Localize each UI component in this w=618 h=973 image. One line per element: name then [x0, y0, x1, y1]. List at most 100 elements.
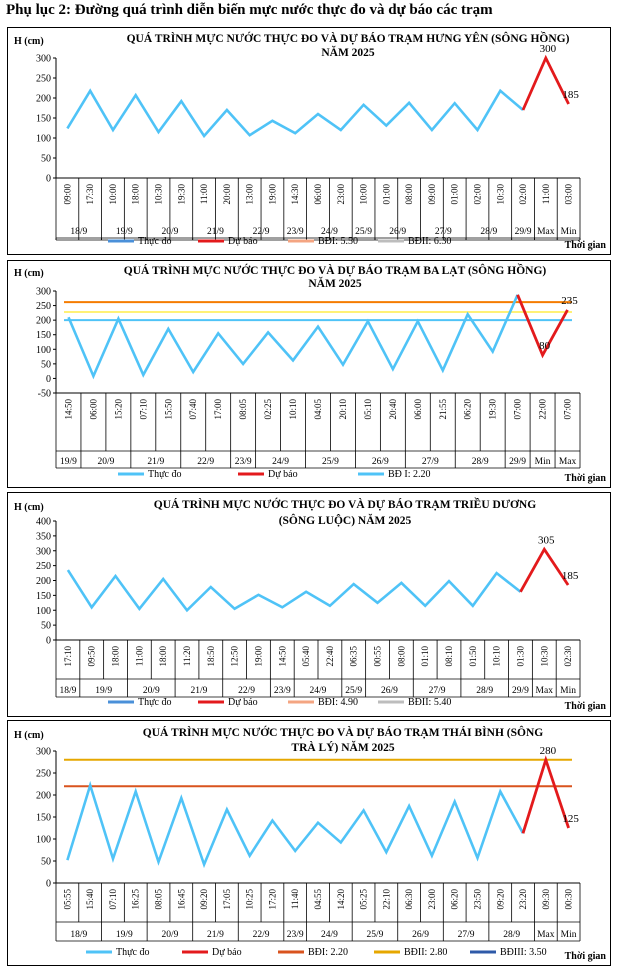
x-tick-label: 17:20 — [267, 889, 277, 910]
legend-label: Dự báo — [228, 697, 258, 708]
page-heading: Phụ lục 2: Đường quá trình diễn biến mực… — [6, 2, 493, 18]
x-tick-label: 06:20 — [463, 399, 473, 420]
x-tick-label: 00:30 — [564, 889, 574, 910]
day-label: Min — [561, 930, 577, 940]
x-tick-label: 10:30 — [539, 646, 549, 667]
y-tick-label: 250 — [36, 301, 51, 312]
y-axis-label: H (cm) — [14, 502, 44, 513]
y-tick-label: 0 — [46, 374, 51, 385]
x-tick-label: 20:00 — [222, 184, 232, 205]
day-label: 20/9 — [161, 930, 178, 940]
chart-hung-yen: QUÁ TRÌNH MỰC NƯỚC THỰC ĐO VÀ DỰ BÁO TRẠ… — [14, 30, 607, 251]
legend-label: BĐI: 2.20 — [308, 947, 348, 958]
data-label: 185 — [562, 570, 579, 582]
data-label: 125 — [562, 813, 579, 825]
day-label: 24/9 — [272, 457, 289, 467]
forecast-series-line — [521, 54, 570, 111]
y-tick-label: 50 — [41, 621, 51, 632]
x-tick-label: 07:40 — [188, 399, 198, 420]
day-label: 19/9 — [60, 457, 77, 467]
x-tick-label: 22:00 — [538, 399, 548, 420]
x-tick-label: 11:00 — [134, 646, 144, 667]
x-tick-label: 18:00 — [111, 646, 121, 667]
x-tick-label: 09:20 — [495, 889, 505, 910]
chart-title: QUÁ TRÌNH MỰC NƯỚC THỰC ĐO VÀ DỰ BÁO TRẠ… — [124, 262, 547, 277]
day-label: 25/9 — [345, 686, 362, 696]
day-label: 21/9 — [147, 457, 164, 467]
day-label: 27/9 — [435, 227, 452, 237]
day-label: 26/9 — [412, 930, 429, 940]
legend-label: BĐI: 4.90 — [318, 697, 358, 708]
x-tick-label: 19:00 — [267, 184, 277, 205]
x-tick-label: 08:10 — [444, 646, 454, 667]
x-tick-label: 10:10 — [288, 399, 298, 420]
x-tick-label: 23:20 — [518, 889, 528, 910]
x-tick-label: 09:50 — [87, 646, 97, 667]
observed-series-line — [66, 88, 524, 139]
observed-series-line — [66, 780, 525, 869]
x-axis-label: Thời gian — [565, 701, 607, 712]
day-label: 23/9 — [287, 227, 304, 237]
day-label: 27/9 — [422, 457, 439, 467]
x-tick-label: 11:20 — [182, 646, 192, 667]
day-label: 23/9 — [287, 930, 304, 940]
x-tick-label: 19:00 — [253, 646, 263, 667]
day-label: 28/9 — [476, 686, 493, 696]
day-label: Max — [536, 686, 554, 696]
data-label: 235 — [561, 295, 578, 307]
x-tick-label: 06:30 — [404, 889, 414, 910]
x-tick-label: 11:40 — [290, 889, 300, 910]
legend-label: Dự báo — [228, 236, 258, 247]
x-tick-label: 06:00 — [88, 399, 98, 420]
day-label: 25/9 — [367, 930, 384, 940]
data-label: 80 — [539, 340, 551, 352]
day-label: Min — [560, 686, 576, 696]
day-label: 28/9 — [472, 457, 489, 467]
day-label: 28/9 — [503, 930, 520, 940]
legend-label: BĐ I: 2.20 — [388, 469, 431, 480]
x-tick-label: 08:00 — [404, 184, 414, 205]
day-label: 26/9 — [381, 686, 398, 696]
legend-label: Dự báo — [268, 469, 298, 480]
x-tick-label: 23:00 — [427, 889, 437, 910]
y-tick-label: 100 — [36, 606, 51, 617]
chart-thai-binh: QUÁ TRÌNH MỰC NƯỚC THỰC ĐO VÀ DỰ BÁO TRẠ… — [14, 725, 606, 962]
data-label: 305 — [538, 534, 555, 546]
x-tick-label: 06:00 — [413, 399, 423, 420]
legend-label: BĐIII: 3.50 — [500, 947, 547, 958]
y-tick-label: 400 — [36, 517, 51, 528]
x-tick-label: 19:30 — [176, 184, 186, 205]
x-tick-label: 07:10 — [138, 399, 148, 420]
day-label: 26/9 — [372, 457, 389, 467]
day-label: 21/9 — [190, 686, 207, 696]
x-tick-label: 19:30 — [488, 399, 498, 420]
x-tick-label: 01:00 — [381, 184, 391, 205]
x-tick-label: 20:40 — [388, 399, 398, 420]
chart-trieu-duong: QUÁ TRÌNH MỰC NƯỚC THỰC ĐO VÀ DỰ BÁO TRẠ… — [14, 496, 607, 712]
day-label: 29/9 — [512, 686, 529, 696]
x-axis-label: Thời gian — [565, 473, 607, 484]
day-label: Max — [559, 457, 577, 467]
y-axis-label: H (cm) — [14, 730, 44, 741]
legend-label: BĐII: 2.80 — [404, 947, 447, 958]
x-tick-label: 02:00 — [472, 184, 482, 205]
x-axis-label: Thời gian — [565, 240, 607, 251]
day-label: 20/9 — [143, 686, 160, 696]
day-label: 27/9 — [458, 930, 475, 940]
chart-panel-trieu-duong: QUÁ TRÌNH MỰC NƯỚC THỰC ĐO VÀ DỰ BÁO TRẠ… — [7, 492, 611, 717]
x-tick-label: 08:00 — [396, 646, 406, 667]
day-label: 21/9 — [207, 227, 224, 237]
x-tick-label: 12:50 — [230, 646, 240, 667]
x-tick-label: 09:20 — [199, 889, 209, 910]
y-tick-label: 150 — [36, 330, 51, 341]
day-label: 19/9 — [116, 227, 133, 237]
day-label: 23/9 — [235, 457, 252, 467]
day-label: 22/9 — [197, 457, 214, 467]
x-tick-label: 18:50 — [206, 646, 216, 667]
day-label: 24/9 — [321, 227, 338, 237]
x-tick-label: 17:30 — [85, 184, 95, 205]
y-tick-label: 150 — [36, 114, 51, 125]
x-tick-label: 05:25 — [359, 889, 369, 910]
x-tick-label: 10:25 — [245, 889, 255, 910]
x-tick-label: 14:50 — [277, 646, 287, 667]
